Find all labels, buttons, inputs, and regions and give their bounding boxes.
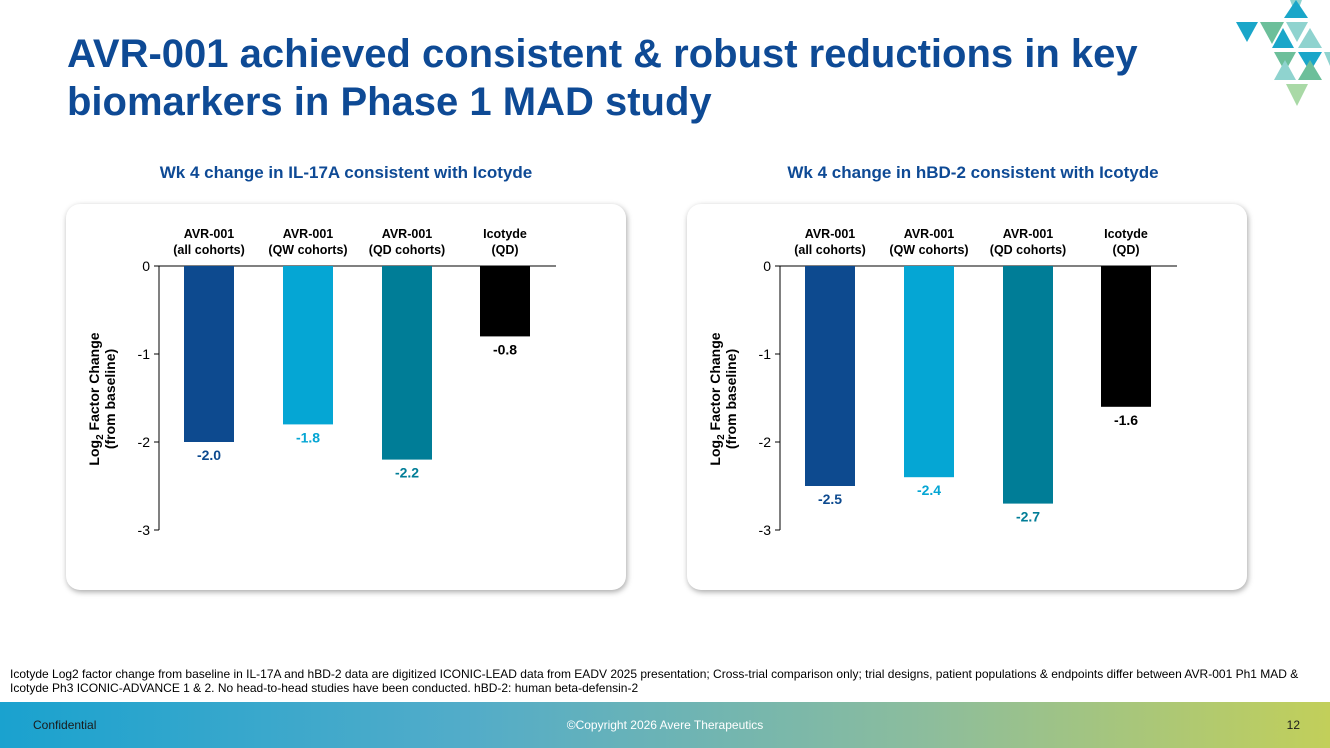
bar-value-label: -2.5 <box>818 491 842 507</box>
y-axis-label-line2: (from baseline) <box>723 349 739 449</box>
slide-title: AVR-001 achieved consistent & robust red… <box>67 32 1138 124</box>
logo-tri-12 <box>1274 60 1296 80</box>
bar <box>904 266 954 478</box>
bar-value-label: -2.7 <box>1016 509 1040 525</box>
bar <box>1101 266 1151 407</box>
category-label: AVR-001 <box>805 227 856 241</box>
logo-tri-14 <box>1286 84 1308 106</box>
logo-tri-2 <box>1284 0 1308 18</box>
category-label: AVR-001 <box>382 227 433 241</box>
bar-value-label: -2.0 <box>197 447 221 463</box>
y-tick-label: -1 <box>759 346 772 362</box>
logo-tri-5 <box>1260 2 1284 22</box>
category-label: AVR-001 <box>283 227 334 241</box>
category-label: (all cohorts) <box>173 243 245 257</box>
y-tick-label: -1 <box>138 346 151 362</box>
y-tick-label: 0 <box>142 258 150 274</box>
logo-tri-13 <box>1298 60 1322 80</box>
footer-copyright: ©Copyright 2026 Avere Therapeutics <box>566 718 764 732</box>
triangle-mosaic-logo-icon <box>1236 0 1330 106</box>
category-label: AVR-001 <box>904 227 955 241</box>
y-axis-label: Log2 Factor Change (from baseline) <box>86 332 118 465</box>
hbd2-bar-chart: 0 -1 -2 -3 Log2 Factor Change (from baseline)… <box>707 227 1177 538</box>
y-axis-label-line1: Log2 Factor Change <box>707 332 727 465</box>
il17a-bar-chart: 0 -1 -2 -3 Log2 Factor Change (from baseline)… <box>86 227 556 538</box>
chart-panel-il17a: 0 -1 -2 -3 Log2 Factor Change (from baseline)… <box>66 204 626 590</box>
y-tick-label: 0 <box>763 258 771 274</box>
category-label: (QW cohorts) <box>889 243 968 257</box>
y-axis-label-line1: Log2 Factor Change <box>86 332 106 465</box>
footnote: Icotyde Log2 factor change from baseline… <box>10 667 1299 695</box>
category-label: Icotyde <box>1104 227 1148 241</box>
bar-value-label: -2.4 <box>917 482 941 498</box>
bar-value-label: -0.8 <box>493 341 517 357</box>
logo-tri-6 <box>1286 22 1308 42</box>
category-label: (QD) <box>1112 243 1139 257</box>
footer-bar: Confidential ©Copyright 2026 Avere Thera… <box>0 702 1330 748</box>
y-tick-label: -3 <box>759 522 772 538</box>
chart-title-hbd2: Wk 4 change in hBD-2 consistent with Ico… <box>787 163 1159 182</box>
bar <box>283 266 333 425</box>
logo-tri-7 <box>1272 28 1294 48</box>
y-axis-label: Log2 Factor Change (from baseline) <box>707 332 739 465</box>
category-label: (all cohorts) <box>794 243 866 257</box>
bar <box>184 266 234 442</box>
bar-value-label: -1.6 <box>1114 412 1138 428</box>
bar <box>382 266 432 460</box>
chart-title-il17a: Wk 4 change in IL-17A consistent with Ic… <box>159 163 533 182</box>
y-axis-label-line2: (from baseline) <box>102 349 118 449</box>
category-label: Icotyde <box>483 227 527 241</box>
bar <box>480 266 530 337</box>
logo-tri-8 <box>1298 28 1322 48</box>
category-label: AVR-001 <box>184 227 235 241</box>
category-label: (QW cohorts) <box>268 243 347 257</box>
bar <box>1003 266 1053 504</box>
chart-panel-hbd2: 0 -1 -2 -3 Log2 Factor Change (from baseline)… <box>687 204 1247 590</box>
logo-tri-11 <box>1324 52 1330 66</box>
bar-value-label: -1.8 <box>296 429 320 445</box>
y-tick-label: -2 <box>759 434 772 450</box>
page-number: 12 <box>1286 718 1300 732</box>
category-label: AVR-001 <box>1003 227 1054 241</box>
y-tick-label: -3 <box>138 522 151 538</box>
bar <box>805 266 855 486</box>
category-label: (QD cohorts) <box>369 243 445 257</box>
logo-tri-3 <box>1236 22 1258 42</box>
logo-tri-4 <box>1260 22 1284 44</box>
category-label: (QD cohorts) <box>990 243 1066 257</box>
category-label: (QD) <box>491 243 518 257</box>
y-tick-label: -2 <box>138 434 151 450</box>
footer-confidential: Confidential <box>33 718 97 732</box>
bar-value-label: -2.2 <box>395 465 419 481</box>
